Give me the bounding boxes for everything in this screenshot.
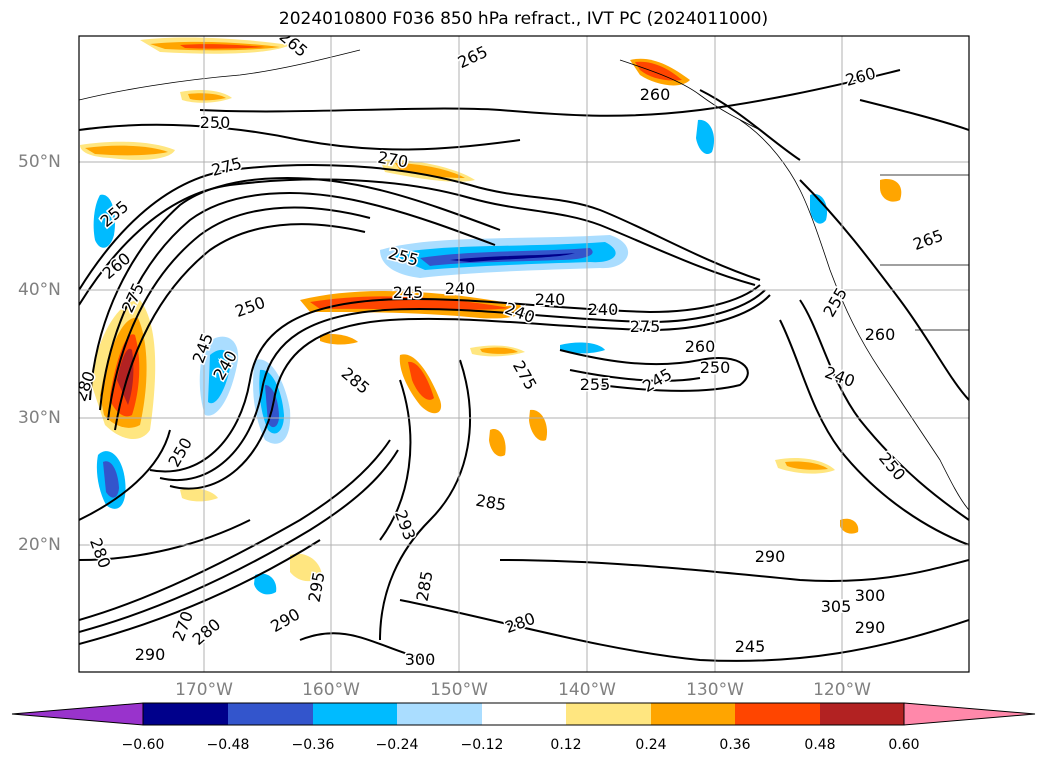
- colorbar-under-arrow: [11, 702, 144, 726]
- colorbar-bin: [482, 703, 566, 725]
- longitude-label: 140°W: [558, 680, 616, 700]
- contour-label: 300: [855, 586, 886, 605]
- plot-title: 2024010800 F036 850 hPa refract., IVT PC…: [278, 9, 769, 29]
- colorbar-tick-label: −0.36: [291, 737, 335, 753]
- colorbar-bin: [735, 703, 820, 725]
- colorbar: [11, 702, 1036, 726]
- colorbar-bin: [143, 703, 228, 725]
- colorbar-tick-label: 0.24: [635, 737, 667, 753]
- colorbar-tick-label: 0.36: [719, 737, 751, 753]
- longitude-label: 130°W: [686, 680, 744, 700]
- contour-label: 290: [135, 645, 166, 664]
- colorbar-bin: [651, 703, 735, 725]
- contour-label: 260: [640, 85, 671, 104]
- colorbar-tick-label: −0.48: [206, 737, 250, 753]
- contour-label: 305: [821, 597, 852, 616]
- contour-label: 240: [535, 290, 566, 309]
- map-frame: [78, 35, 970, 673]
- contour-label: 240: [445, 279, 476, 298]
- contour-label: 290: [755, 547, 786, 566]
- gridlines: [79, 36, 969, 672]
- contour-label: 300: [405, 650, 436, 669]
- contour-label: 275: [630, 317, 661, 336]
- contour-label: 245: [735, 637, 766, 656]
- latitude-label: 50°N: [18, 152, 61, 172]
- colorbar-bin: [313, 703, 397, 725]
- contour-label: 245: [393, 283, 424, 302]
- contour-label: 260: [685, 337, 716, 356]
- colorbar-bin: [820, 703, 904, 725]
- latitude-label: 30°N: [18, 408, 61, 428]
- contour-lines: [79, 69, 969, 662]
- contour-label: 240: [588, 300, 619, 319]
- colorbar-over-arrow: [903, 702, 1036, 726]
- colorbar-tick-label: 0.12: [550, 737, 582, 753]
- colorbar-tick-label: −0.24: [375, 737, 419, 753]
- colorbar-tick-label: −0.12: [460, 737, 504, 753]
- contour-label: 250: [200, 113, 231, 132]
- colorbar-tick-label: 0.48: [804, 737, 836, 753]
- longitude-label: 160°W: [302, 680, 360, 700]
- latitude-label: 40°N: [18, 280, 61, 300]
- longitude-label: 120°W: [813, 680, 871, 700]
- contour-label: 290: [855, 618, 886, 637]
- colorbar-bin: [566, 703, 651, 725]
- contour-label: 285: [474, 491, 507, 515]
- colorbar-tick-label: 0.60: [888, 737, 920, 753]
- colorbar-bin: [397, 703, 482, 725]
- longitude-label: 150°W: [430, 680, 488, 700]
- shaded-anomaly-fill: [80, 37, 902, 595]
- contour-label: 260: [865, 325, 896, 344]
- longitude-label: 170°W: [175, 680, 233, 700]
- coastlines: [79, 49, 969, 511]
- contour-label: 250: [700, 358, 731, 377]
- colorbar-bin: [228, 703, 313, 725]
- latitude-label: 20°N: [18, 535, 61, 555]
- contour-label: 255: [580, 375, 611, 394]
- colorbar-tick-label: −0.60: [121, 737, 165, 753]
